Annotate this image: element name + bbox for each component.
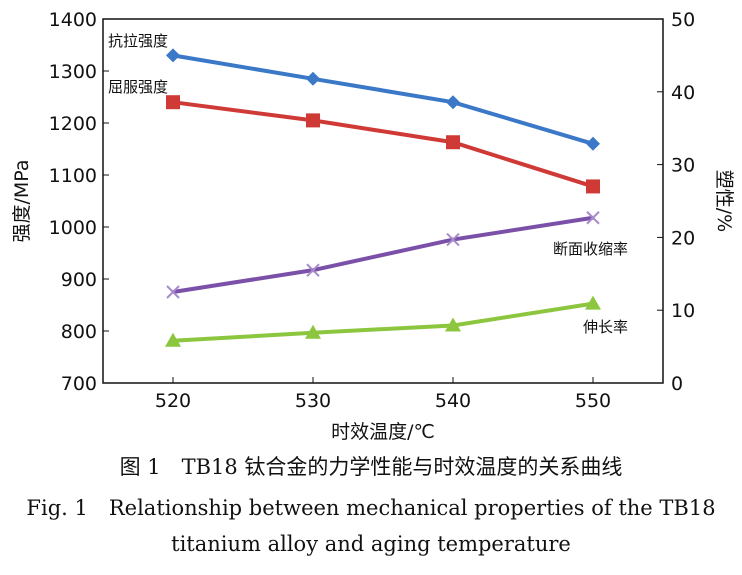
y-tick-label: 900 — [61, 269, 97, 291]
caption: Fig. 1 Relationship between mechanical p… — [26, 496, 715, 520]
marker — [166, 95, 180, 110]
marker — [446, 135, 460, 150]
series-label: 伸长率 — [583, 318, 628, 336]
y-tick-label: 1300 — [49, 61, 97, 83]
marker — [306, 113, 320, 128]
x-axis-label: 时效温度/℃ — [331, 421, 435, 443]
marker — [585, 295, 601, 310]
y2-tick-label: 20 — [671, 227, 695, 249]
marker — [445, 317, 461, 332]
series-line — [172, 301, 594, 343]
x-tick-label: 530 — [295, 390, 331, 412]
series-label: 抗拉强度 — [108, 32, 168, 50]
x-tick-label: 540 — [435, 390, 471, 412]
caption: titanium alloy and aging temperature — [171, 532, 571, 556]
plot-frame — [102, 18, 664, 384]
series-label: 屈服强度 — [108, 78, 168, 96]
y2-tick-label: 30 — [671, 155, 695, 177]
series-line — [172, 215, 594, 294]
marker — [446, 232, 460, 247]
y-tick-label: 1200 — [49, 113, 97, 135]
caption: 图 1 TB18 钛合金的力学性能与时效温度的关系曲线 — [120, 455, 623, 479]
y-tick-label: 800 — [61, 321, 97, 343]
marker — [165, 332, 181, 347]
marker — [306, 263, 320, 277]
marker — [586, 136, 600, 151]
marker — [166, 285, 180, 299]
series-label: 断面收缩率 — [553, 240, 628, 258]
x-tick-label: 520 — [155, 390, 191, 412]
y2-tick-label: 40 — [671, 82, 695, 104]
marker — [446, 95, 460, 110]
marker — [305, 324, 321, 339]
y2-tick-label: 10 — [671, 300, 695, 322]
marker — [586, 179, 600, 194]
y-tick-label: 1100 — [49, 165, 97, 187]
x-tick-label: 550 — [575, 390, 611, 412]
series-line — [172, 53, 594, 146]
y-tick-label: 700 — [61, 373, 97, 395]
y2-axis-label: 塑性/% — [713, 170, 735, 232]
series-line — [172, 100, 594, 189]
marker — [166, 48, 180, 63]
marker — [586, 211, 600, 225]
y-axis-label: 强度/MPa — [11, 159, 33, 242]
y2-tick-label: 50 — [671, 9, 695, 31]
y2-tick-label: 0 — [671, 373, 683, 395]
marker — [306, 71, 320, 86]
y-tick-label: 1000 — [49, 217, 97, 239]
y-tick-label: 1400 — [49, 9, 97, 31]
